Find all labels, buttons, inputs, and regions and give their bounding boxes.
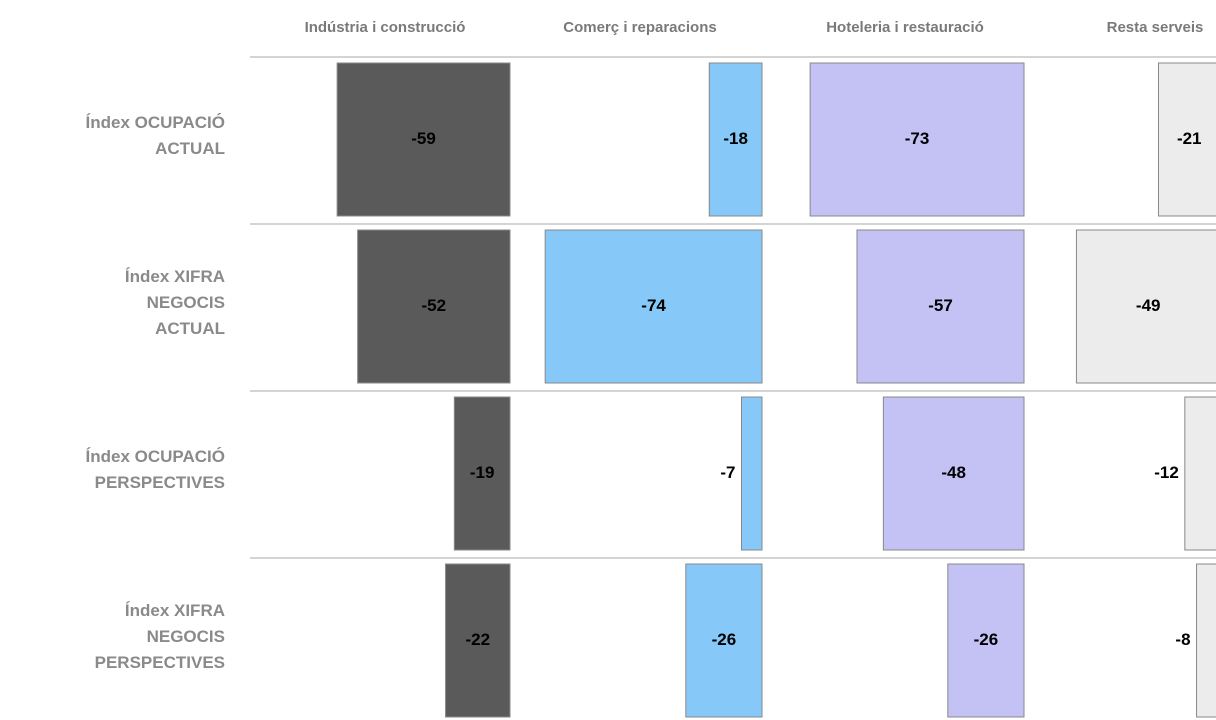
value-label: -73 [905, 129, 930, 148]
bar [882, 396, 1025, 551]
bar [1196, 563, 1216, 718]
bar [453, 396, 511, 551]
bar [544, 229, 763, 384]
column-title: Comerç i reparacions [563, 19, 716, 36]
value-label: -49 [1136, 296, 1161, 315]
row-label: Índex OCUPACIÓ [86, 113, 225, 132]
column-title: Resta serveis [1107, 19, 1204, 36]
bar [809, 62, 1025, 217]
value-label: -48 [941, 463, 966, 482]
value-label: -12 [1154, 463, 1179, 482]
row-label: ACTUAL [155, 319, 225, 338]
bar [357, 229, 511, 384]
bar [336, 62, 511, 217]
bar [1075, 229, 1216, 384]
bar [1157, 62, 1216, 217]
value-label: -18 [723, 129, 748, 148]
value-label: -26 [712, 630, 737, 649]
bar [445, 563, 511, 718]
value-label: -22 [465, 630, 490, 649]
row-label: ACTUAL [155, 139, 225, 158]
row-label: NEGOCIS [147, 293, 225, 312]
row-label: Índex XIFRA [125, 601, 225, 620]
value-label: -26 [974, 630, 999, 649]
bar [856, 229, 1025, 384]
value-label: -74 [641, 296, 666, 315]
bar [1184, 396, 1216, 551]
value-label: -8 [1175, 630, 1190, 649]
row-label: NEGOCIS [147, 627, 225, 646]
value-label: -19 [470, 463, 495, 482]
value-label: -21 [1177, 129, 1202, 148]
bar [685, 563, 763, 718]
row-label: Índex OCUPACIÓ [86, 447, 225, 466]
value-label: -59 [411, 129, 436, 148]
value-label: -57 [928, 296, 953, 315]
bar [708, 62, 763, 217]
column-title: Indústria i construcció [305, 19, 466, 36]
row-label: PERSPECTIVES [95, 653, 225, 672]
bar [740, 396, 763, 551]
bar [947, 563, 1025, 718]
row-label: Índex XIFRA [125, 267, 225, 286]
column-title: Hoteleria i restauració [826, 19, 984, 36]
row-label: PERSPECTIVES [95, 473, 225, 492]
value-label: -7 [720, 463, 735, 482]
value-label: -52 [422, 296, 447, 315]
